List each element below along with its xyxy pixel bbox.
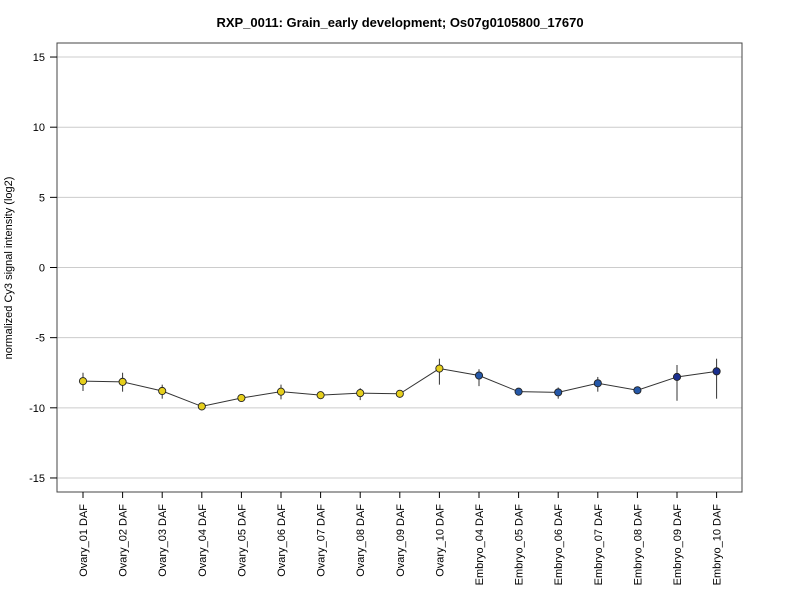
x-tick-label: Embryo_05 DAF [514,504,526,586]
data-point [276,387,286,396]
x-tick-label: Ovary_07 DAF [316,504,328,577]
data-point [237,393,246,403]
x-tick-label: Embryo_06 DAF [553,504,565,586]
x-tick-label: Ovary_02 DAF [118,504,130,577]
data-point [514,387,523,396]
x-tick-label: Ovary_01 DAF [78,504,90,577]
y-tick-label: 0 [39,263,45,275]
y-axis: -15 -10 -5 0 5 10 15 [29,52,57,485]
y-tick-label: 5 [39,192,45,204]
data-point [356,389,365,398]
y-tick-label: 15 [33,52,45,64]
y-tick-label: 10 [33,122,45,134]
data-point [712,367,721,376]
x-tick-label: Ovary_09 DAF [395,504,407,577]
data-point [197,402,206,411]
data-point [78,377,88,386]
x-tick-label: Embryo_09 DAF [672,504,684,586]
x-tick-label: Embryo_08 DAF [632,504,644,586]
data-point [672,372,682,381]
chart-title: RXP_0011: Grain_early development; Os07g… [216,15,583,30]
data-point [593,379,602,388]
x-tick-label: Embryo_10 DAF [712,504,724,586]
x-tick-label: Ovary_08 DAF [355,504,367,577]
x-tick-label: Ovary_05 DAF [236,504,248,577]
y-tick-label: -5 [35,333,45,345]
data-point [395,389,404,398]
x-axis: Ovary_01 DAF Ovary_02 DAF Ovary_03 DAF Ovar… [78,492,724,585]
data-point [554,388,563,397]
y-tick-label: -15 [29,473,45,485]
x-tick-label: Ovary_10 DAF [434,504,446,577]
series-1 [78,358,721,411]
grid [57,56,742,479]
x-tick-label: Ovary_06 DAF [276,504,288,577]
data-point [316,391,325,400]
data-point [118,377,127,386]
y-tick-label: -10 [29,403,45,415]
x-tick-label: Embryo_07 DAF [593,504,605,586]
x-tick-label: Ovary_04 DAF [197,504,209,577]
data-point [474,371,484,380]
x-tick-label: Ovary_03 DAF [157,504,169,577]
x-tick-label: Embryo_04 DAF [474,504,486,586]
series-line [82,367,717,407]
data-point [633,386,642,395]
data-point [158,386,167,396]
y-axis-label: normalized Cy3 signal intensity (log2) [3,177,15,360]
data-point [435,364,444,373]
